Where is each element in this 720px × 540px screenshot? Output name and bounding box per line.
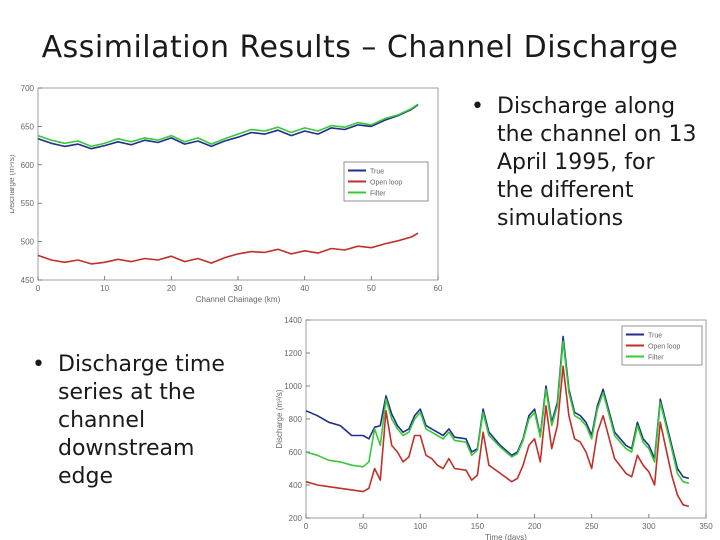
x-tick-label: 0 [304,522,309,531]
bullet-text: Discharge along the channel on 13 April … [497,94,697,231]
x-tick-label: 20 [167,284,176,293]
series-line-open-loop [305,365,690,508]
series-line-filter [37,103,419,148]
y-tick-label: 1400 [284,316,302,325]
legend-label: Filter [648,355,664,362]
x-tick-label: 100 [414,522,428,531]
bullet-marker: • [471,94,484,119]
bullet-text: Discharge time series at the channel dow… [58,352,225,489]
slide-title: Assimilation Results – Channel Discharge [41,30,679,65]
x-tick-label: 300 [642,522,656,531]
y-tick-label: 1000 [284,382,302,391]
y-tick-label: 600 [21,161,35,170]
y-tick-label: 500 [21,238,35,247]
x-tick-label: 50 [359,522,368,531]
legend-label: True [370,169,384,176]
x-tick-label: 150 [471,522,485,531]
y-tick-label: 600 [289,448,303,457]
series-line-open-loop [37,232,419,265]
x-axis-label: Channel Chainage (km) [196,295,281,304]
y-tick-label: 550 [21,199,35,208]
legend-label: True [648,333,662,340]
y-tick-label: 400 [289,481,303,490]
series-line-filter [305,340,690,485]
x-tick-label: 50 [367,284,376,293]
bullet-discharge-along-channel: • Discharge along the channel on 13 Apri… [471,93,697,233]
x-tick-label: 0 [36,284,41,293]
x-tick-label: 60 [434,284,443,293]
x-tick-label: 40 [300,284,309,293]
y-tick-label: 450 [21,276,35,285]
x-tick-label: 250 [585,522,599,531]
x-tick-label: 10 [100,284,109,293]
series-line-true [305,335,690,480]
chart-discharge-along-channel: 450 500 550 600 650 700 0 10 20 30 40 50 60 Channel C… [10,84,443,304]
y-tick-label: 700 [21,84,35,93]
y-tick-label: 800 [289,415,303,424]
x-axis-label: Time (days) [485,533,527,540]
x-tick-label: 200 [528,522,542,531]
chart-discharge-time-series: 200 400 600 800 1000 1200 1400 0 50 100 150 200 250 3… [275,316,713,540]
bullet-discharge-time-series: • Discharge time series at the channel d… [32,351,248,491]
y-tick-label: 200 [289,514,303,523]
y-axis-label: Discharge (m³/s) [10,154,16,213]
x-tick-label: 350 [699,522,713,531]
y-tick-label: 1200 [284,349,302,358]
y-tick-label: 650 [21,122,35,131]
legend-label: Filter [370,191,386,198]
x-tick-label: 30 [234,284,243,293]
legend-label: Open loop [648,344,680,351]
series-line-true [37,104,419,150]
legend-label: Open loop [370,180,402,187]
bullet-marker: • [32,352,45,377]
y-axis-label: Discharge (m³/s) [275,389,284,448]
